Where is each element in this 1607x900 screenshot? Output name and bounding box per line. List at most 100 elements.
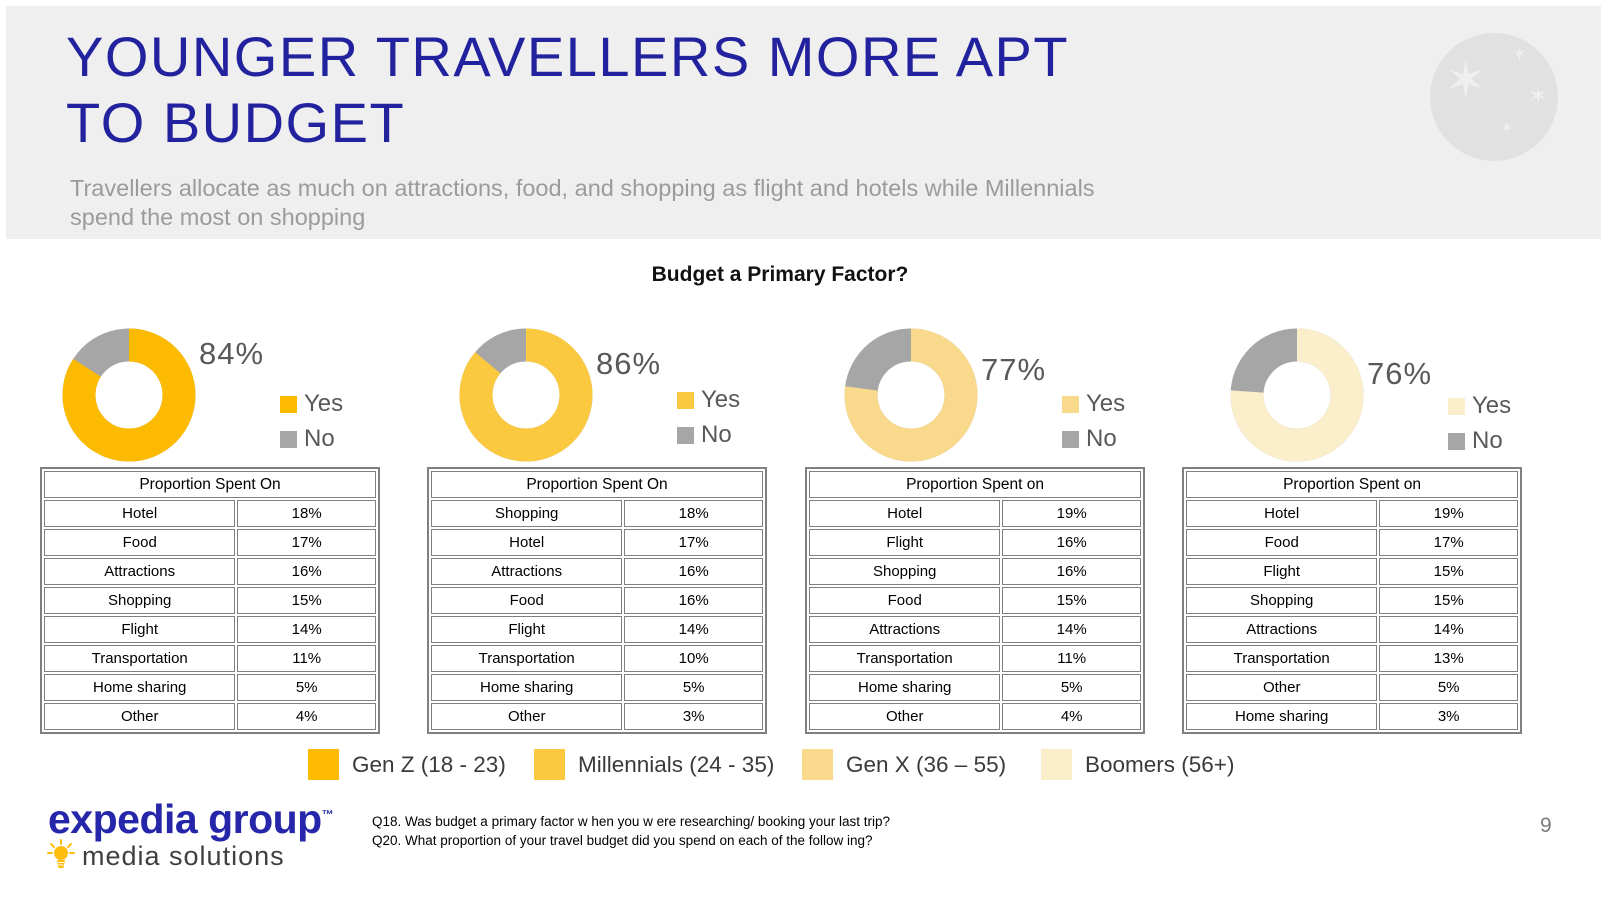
table-row: Hotel 19% [1186, 500, 1518, 527]
star-icon: ✶ [1512, 44, 1528, 64]
donut-yes-segment [844, 328, 978, 462]
spend-category-cell: Hotel [44, 500, 236, 527]
table-row: Other 5% [1186, 674, 1518, 701]
chart-title: Budget a Primary Factor? [651, 263, 909, 286]
spend-category-cell: Home sharing [809, 674, 1001, 701]
table-row: Home sharing 5% [431, 674, 763, 701]
table-row: Shopping 15% [1186, 587, 1518, 614]
table-header: Proportion Spent on [1186, 471, 1518, 498]
spend-value-cell: 4% [237, 703, 376, 730]
legend-no-item: No [1062, 425, 1125, 453]
table-row: Food 15% [809, 587, 1141, 614]
legend-yes-swatch [677, 391, 694, 409]
age-group-swatch [1041, 749, 1072, 780]
age-group-legend-item-gen-z-18-23: Gen Z (18 - 23) [308, 749, 506, 780]
media-solutions-label: media solutions [82, 841, 285, 871]
donut-percent-label: 76% [1367, 356, 1433, 391]
age-group-label: Gen X (36 – 55) [846, 751, 1007, 777]
table-row: Flight 14% [431, 616, 763, 643]
table-row: Food 17% [44, 529, 376, 556]
spend-category-cell: Home sharing [44, 674, 236, 701]
table-header-row: Proportion Spent on [1186, 471, 1518, 498]
spend-category-cell: Shopping [44, 587, 236, 614]
age-group-label: Millennials (24 - 35) [578, 751, 775, 777]
legend-yes-item: Yes [1062, 390, 1125, 418]
spend-category-cell: Flight [44, 616, 236, 643]
table-row: Shopping 16% [809, 558, 1141, 585]
spend-value-cell: 5% [1002, 674, 1141, 701]
table-header: Proportion Spent On [44, 471, 376, 498]
spend-value-cell: 16% [624, 587, 763, 614]
spend-category-cell: Flight [1186, 558, 1378, 585]
spend-category-cell: Attractions [431, 558, 623, 585]
page-subtitle: Travellers allocate as much on attractio… [70, 174, 1270, 232]
spend-table-millennials-24-35: Proportion Spent On Shopping 18% Hotel 17% At… [427, 467, 767, 734]
spend-table-boomers-56: Proportion Spent on Hotel 19% Food 17% Flight… [1182, 467, 1522, 734]
table-header-row: Proportion Spent On [44, 471, 376, 498]
table-row: Other 3% [431, 703, 763, 730]
legend-yes-label: Yes [701, 386, 741, 413]
table-row: Flight 16% [809, 529, 1141, 556]
spend-value-cell: 17% [237, 529, 376, 556]
table-row: Hotel 18% [44, 500, 376, 527]
spend-value-cell: 4% [1002, 703, 1141, 730]
age-group-legend-item-gen-x-36-55: Gen X (36 – 55) [802, 749, 1006, 780]
spend-table-gen-z-18-23: Proportion Spent On Hotel 18% Food 17% Attrac… [40, 467, 380, 734]
legend-no-item: No [1448, 427, 1511, 455]
spend-value-cell: 5% [624, 674, 763, 701]
expedia-group-logo: expedia group™ [48, 796, 334, 843]
spend-category-cell: Transportation [431, 645, 623, 672]
page-subtitle-line2: spend the most on shopping [70, 204, 366, 230]
donut-legend: Yes No [1448, 392, 1511, 455]
table-row: Transportation 13% [1186, 645, 1518, 672]
spend-category-cell: Other [44, 703, 236, 730]
spend-value-cell: 5% [1379, 674, 1518, 701]
table-row: Shopping 15% [44, 587, 376, 614]
spend-category-cell: Attractions [1186, 616, 1378, 643]
table-header: Proportion Spent On [431, 471, 763, 498]
page-title-line2: TO BUDGET [66, 91, 406, 154]
star-icon: ✶ [1444, 52, 1488, 110]
donut-legend: Yes No [677, 386, 740, 449]
spend-category-cell: Flight [431, 616, 623, 643]
spend-value-cell: 19% [1002, 500, 1141, 527]
table-row: Home sharing 5% [44, 674, 376, 701]
age-group-label: Boomers (56+) [1085, 751, 1235, 777]
spend-category-cell: Food [1186, 529, 1378, 556]
spend-value-cell: 11% [1002, 645, 1141, 672]
spend-value-cell: 3% [624, 703, 763, 730]
spend-category-cell: Hotel [431, 529, 623, 556]
star-icon: ✶ [1500, 120, 1514, 137]
legend-no-swatch [1062, 430, 1079, 448]
table-row: Other 4% [809, 703, 1141, 730]
donut-svg-gen-x-36-55 [844, 328, 978, 462]
table-row: Shopping 18% [431, 500, 763, 527]
survey-question-notes: Q18. Was budget a primary factor w hen y… [372, 812, 890, 850]
table-header-row: Proportion Spent on [809, 471, 1141, 498]
spend-value-cell: 16% [1002, 529, 1141, 556]
table-row: Hotel 17% [431, 529, 763, 556]
logo-text: expedia group [48, 796, 322, 842]
spend-category-cell: Hotel [1186, 500, 1378, 527]
donut-yes-segment [62, 328, 196, 462]
table-row: Attractions 16% [431, 558, 763, 585]
legend-no-swatch [677, 426, 694, 444]
spend-category-cell: Hotel [809, 500, 1001, 527]
legend-no-item: No [280, 425, 343, 453]
table-row: Flight 15% [1186, 558, 1518, 585]
spend-category-cell: Attractions [809, 616, 1001, 643]
spend-value-cell: 11% [237, 645, 376, 672]
budget-donut-chart-millennials-24-35: 86% Yes No [459, 328, 819, 468]
legend-yes-swatch [1062, 395, 1079, 413]
legend-yes-item: Yes [1448, 392, 1511, 420]
spend-value-cell: 19% [1379, 500, 1518, 527]
legend-yes-label: Yes [304, 390, 344, 417]
age-group-legend-item-boomers-56: Boomers (56+) [1041, 749, 1234, 780]
age-group-label: Gen Z (18 - 23) [352, 751, 506, 777]
globe-watermark: ✶ ✶ ✶ ✶ [1430, 33, 1558, 161]
trademark-symbol: ™ [321, 807, 334, 822]
donut-percent-label: 84% [199, 336, 265, 371]
spend-category-cell: Home sharing [431, 674, 623, 701]
page-number: 9 [1540, 814, 1552, 837]
table-header: Proportion Spent on [809, 471, 1141, 498]
